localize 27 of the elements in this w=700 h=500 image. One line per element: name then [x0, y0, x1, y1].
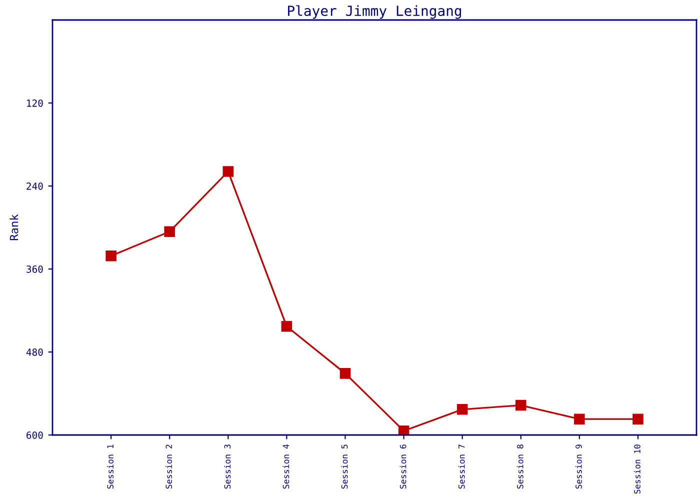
y-tick-label: 360 [26, 266, 43, 273]
y-tick-label: 240 [26, 182, 43, 190]
x-tick-label: Session 7 [458, 444, 465, 489]
point [398, 425, 410, 435]
point [106, 250, 116, 262]
point [222, 166, 234, 177]
y-tick-label: 120 [27, 100, 43, 107]
x-tick-label: Session 3 [224, 444, 231, 489]
y-tick-label: 600 [26, 432, 43, 439]
x-tick-label: Session 10 [634, 444, 640, 494]
y-tick-label: 480 [26, 348, 43, 356]
point [515, 400, 526, 411]
chart-title: Player Jimmy Leingang [288, 5, 462, 19]
x-tick-label: Session 8 [516, 444, 524, 489]
point [456, 404, 468, 415]
point [281, 321, 292, 332]
x-tick-label: Session 6 [400, 444, 406, 489]
point [574, 414, 585, 424]
x-tick-label: Session 4 [282, 444, 290, 489]
x-tick-label: Session 9 [575, 444, 582, 489]
x-tick-label: Session 1 [107, 444, 114, 489]
y-axis-title: Rank [10, 214, 18, 240]
x-tick-label: Session 5 [341, 444, 348, 489]
point [632, 414, 644, 424]
point [164, 226, 175, 238]
point [340, 368, 351, 379]
x-tick-label: Session 2 [166, 444, 172, 489]
